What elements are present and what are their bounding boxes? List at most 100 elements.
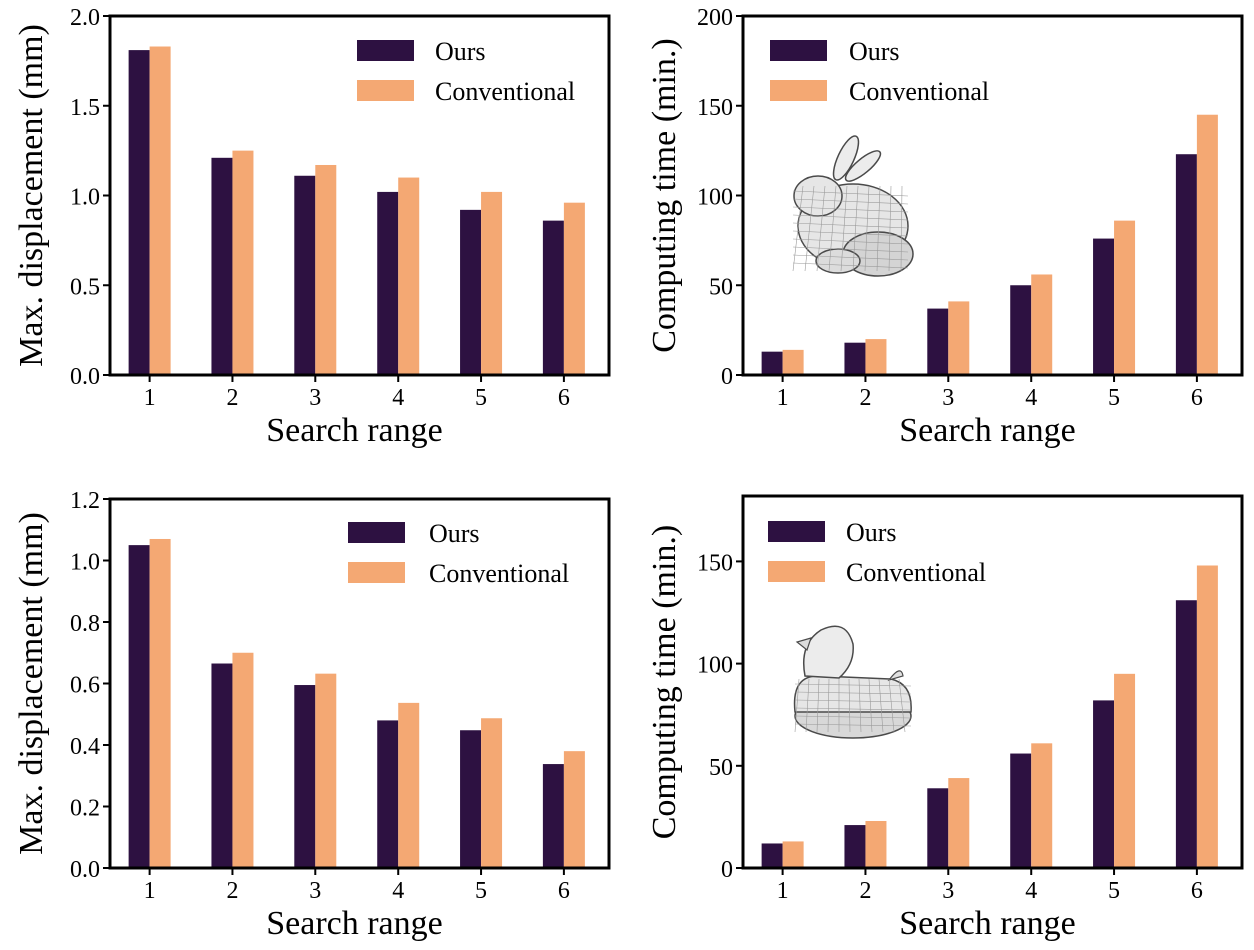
bar-ours-5 — [460, 209, 482, 375]
bar-conventional-6 — [563, 202, 585, 375]
bar-conventional-4 — [398, 702, 420, 868]
x-tick-label: 5 — [1108, 385, 1120, 411]
bar-ours-1 — [761, 351, 783, 375]
bar-ours-1 — [128, 545, 150, 868]
bar-ours-3 — [294, 685, 316, 868]
legend-swatch-conventional — [357, 80, 414, 101]
bar-ours-6 — [542, 764, 564, 868]
x-tick-label: 3 — [942, 385, 954, 411]
bar-conventional-6 — [563, 751, 585, 868]
bar-ours-3 — [927, 308, 949, 375]
y-tick-label: 0.0 — [70, 857, 100, 883]
x-axis-label: Search range — [899, 905, 1076, 942]
bar-ours-4 — [1010, 753, 1032, 868]
chart-panel-3: 0.0 0.2 0.4 0.6 0.8 1.0 1.2 1 2 3 4 5 6 Search range M… — [13, 488, 611, 942]
bar-conventional-6 — [1196, 565, 1218, 868]
chart-panel-2: 0 50 100 150 200 1 2 3 4 5 6 Search range Computing … — [646, 5, 1244, 449]
plot-frame — [741, 494, 1244, 870]
bar-ours-6 — [1175, 154, 1197, 375]
bar-conventional-4 — [1031, 743, 1053, 868]
y-tick-label: 0 — [721, 857, 733, 883]
bar-conventional-1 — [149, 46, 171, 375]
bar-conventional-5 — [1114, 673, 1136, 868]
bar-conventional-4 — [398, 177, 420, 375]
x-tick-label: 4 — [1025, 878, 1037, 904]
bar-ours-5 — [1093, 238, 1115, 375]
y-tick-label: 150 — [697, 95, 733, 121]
y-tick-label: 2.0 — [70, 5, 100, 31]
y-tick-label: 100 — [697, 653, 733, 679]
y-tick-label: 1.2 — [70, 488, 100, 514]
y-axis-label: Max. displacement (mm) — [13, 24, 50, 367]
legend-label-ours: Ours — [849, 37, 900, 66]
y-axis-label: Computing time (min.) — [646, 525, 683, 839]
x-tick-label: 4 — [392, 878, 404, 904]
x-tick-label: 1 — [144, 385, 156, 411]
y-tick-label: 1.0 — [70, 550, 100, 576]
bar-conventional-5 — [1114, 220, 1136, 375]
bar-conventional-1 — [782, 349, 804, 375]
legend: Ours Conventional — [357, 37, 575, 106]
legend-label-conventional: Conventional — [435, 77, 575, 106]
x-tick-label: 1 — [777, 878, 789, 904]
bar-conventional-1 — [782, 841, 804, 868]
bunny-mesh-icon — [792, 135, 914, 277]
chart-panel-4: 0 50 100 150 1 2 3 4 5 6 Search range Computing tim… — [646, 494, 1244, 942]
bar-conventional-4 — [1031, 274, 1053, 375]
x-axis-label: Search range — [266, 905, 443, 942]
bar-ours-5 — [1093, 700, 1115, 868]
bar-conventional-2 — [865, 339, 887, 375]
plot-frame — [108, 497, 611, 870]
bar-conventional-2 — [232, 652, 254, 868]
x-tick-label: 6 — [1191, 385, 1203, 411]
y-tick-label: 1.0 — [70, 185, 100, 211]
legend-swatch-ours — [770, 40, 827, 61]
bar-ours-2 — [211, 157, 233, 375]
y-tick-label: 0.4 — [70, 734, 100, 760]
y-tick-label: 0.6 — [70, 673, 100, 699]
x-tick-label: 2 — [226, 385, 238, 411]
x-tick-label: 4 — [1025, 385, 1037, 411]
y-axis-label: Computing time (min.) — [646, 38, 683, 352]
bar-ours-2 — [844, 825, 866, 868]
y-tick-label: 0.2 — [70, 796, 100, 822]
legend-label-conventional: Conventional — [846, 558, 986, 587]
x-tick-label: 4 — [392, 385, 404, 411]
legend-label-conventional: Conventional — [429, 559, 569, 588]
x-tick-label: 6 — [558, 878, 570, 904]
bar-ours-5 — [460, 730, 482, 868]
bar-ours-1 — [761, 843, 783, 868]
bar-conventional-5 — [481, 191, 503, 375]
y-tick-label: 1.5 — [70, 95, 100, 121]
legend: Ours Conventional — [348, 519, 569, 588]
bar-conventional-3 — [948, 301, 970, 375]
bar-ours-2 — [844, 342, 866, 375]
x-axis-label: Search range — [899, 412, 1076, 449]
x-tick-label: 2 — [226, 878, 238, 904]
x-tick-label: 3 — [309, 385, 321, 411]
legend-label-ours: Ours — [429, 519, 480, 548]
bar-conventional-6 — [1196, 114, 1218, 375]
chart-panel-1: 0.0 0.5 1.0 1.5 2.0 1 2 3 4 5 6 Search range Max. di… — [13, 5, 611, 449]
x-tick-label: 6 — [558, 385, 570, 411]
bar-ours-4 — [1010, 285, 1032, 375]
y-tick-label: 150 — [697, 550, 733, 576]
bar-conventional-3 — [315, 673, 337, 868]
x-tick-label: 3 — [309, 878, 321, 904]
x-axis-label: Search range — [266, 412, 443, 449]
bar-conventional-2 — [865, 820, 887, 868]
x-tick-label: 1 — [144, 878, 156, 904]
legend-label-ours: Ours — [846, 518, 897, 547]
legend: Ours Conventional — [768, 518, 986, 587]
legend-swatch-ours — [768, 521, 825, 542]
legend-label-ours: Ours — [435, 37, 486, 66]
x-tick-label: 3 — [942, 878, 954, 904]
x-tick-label: 5 — [475, 385, 487, 411]
legend: Ours Conventional — [770, 37, 989, 106]
y-tick-label: 200 — [697, 5, 733, 31]
bar-conventional-2 — [232, 150, 254, 375]
duck-mesh-icon — [793, 625, 912, 739]
legend-swatch-ours — [357, 40, 414, 61]
legend-swatch-conventional — [348, 562, 405, 583]
bar-conventional-3 — [948, 778, 970, 868]
